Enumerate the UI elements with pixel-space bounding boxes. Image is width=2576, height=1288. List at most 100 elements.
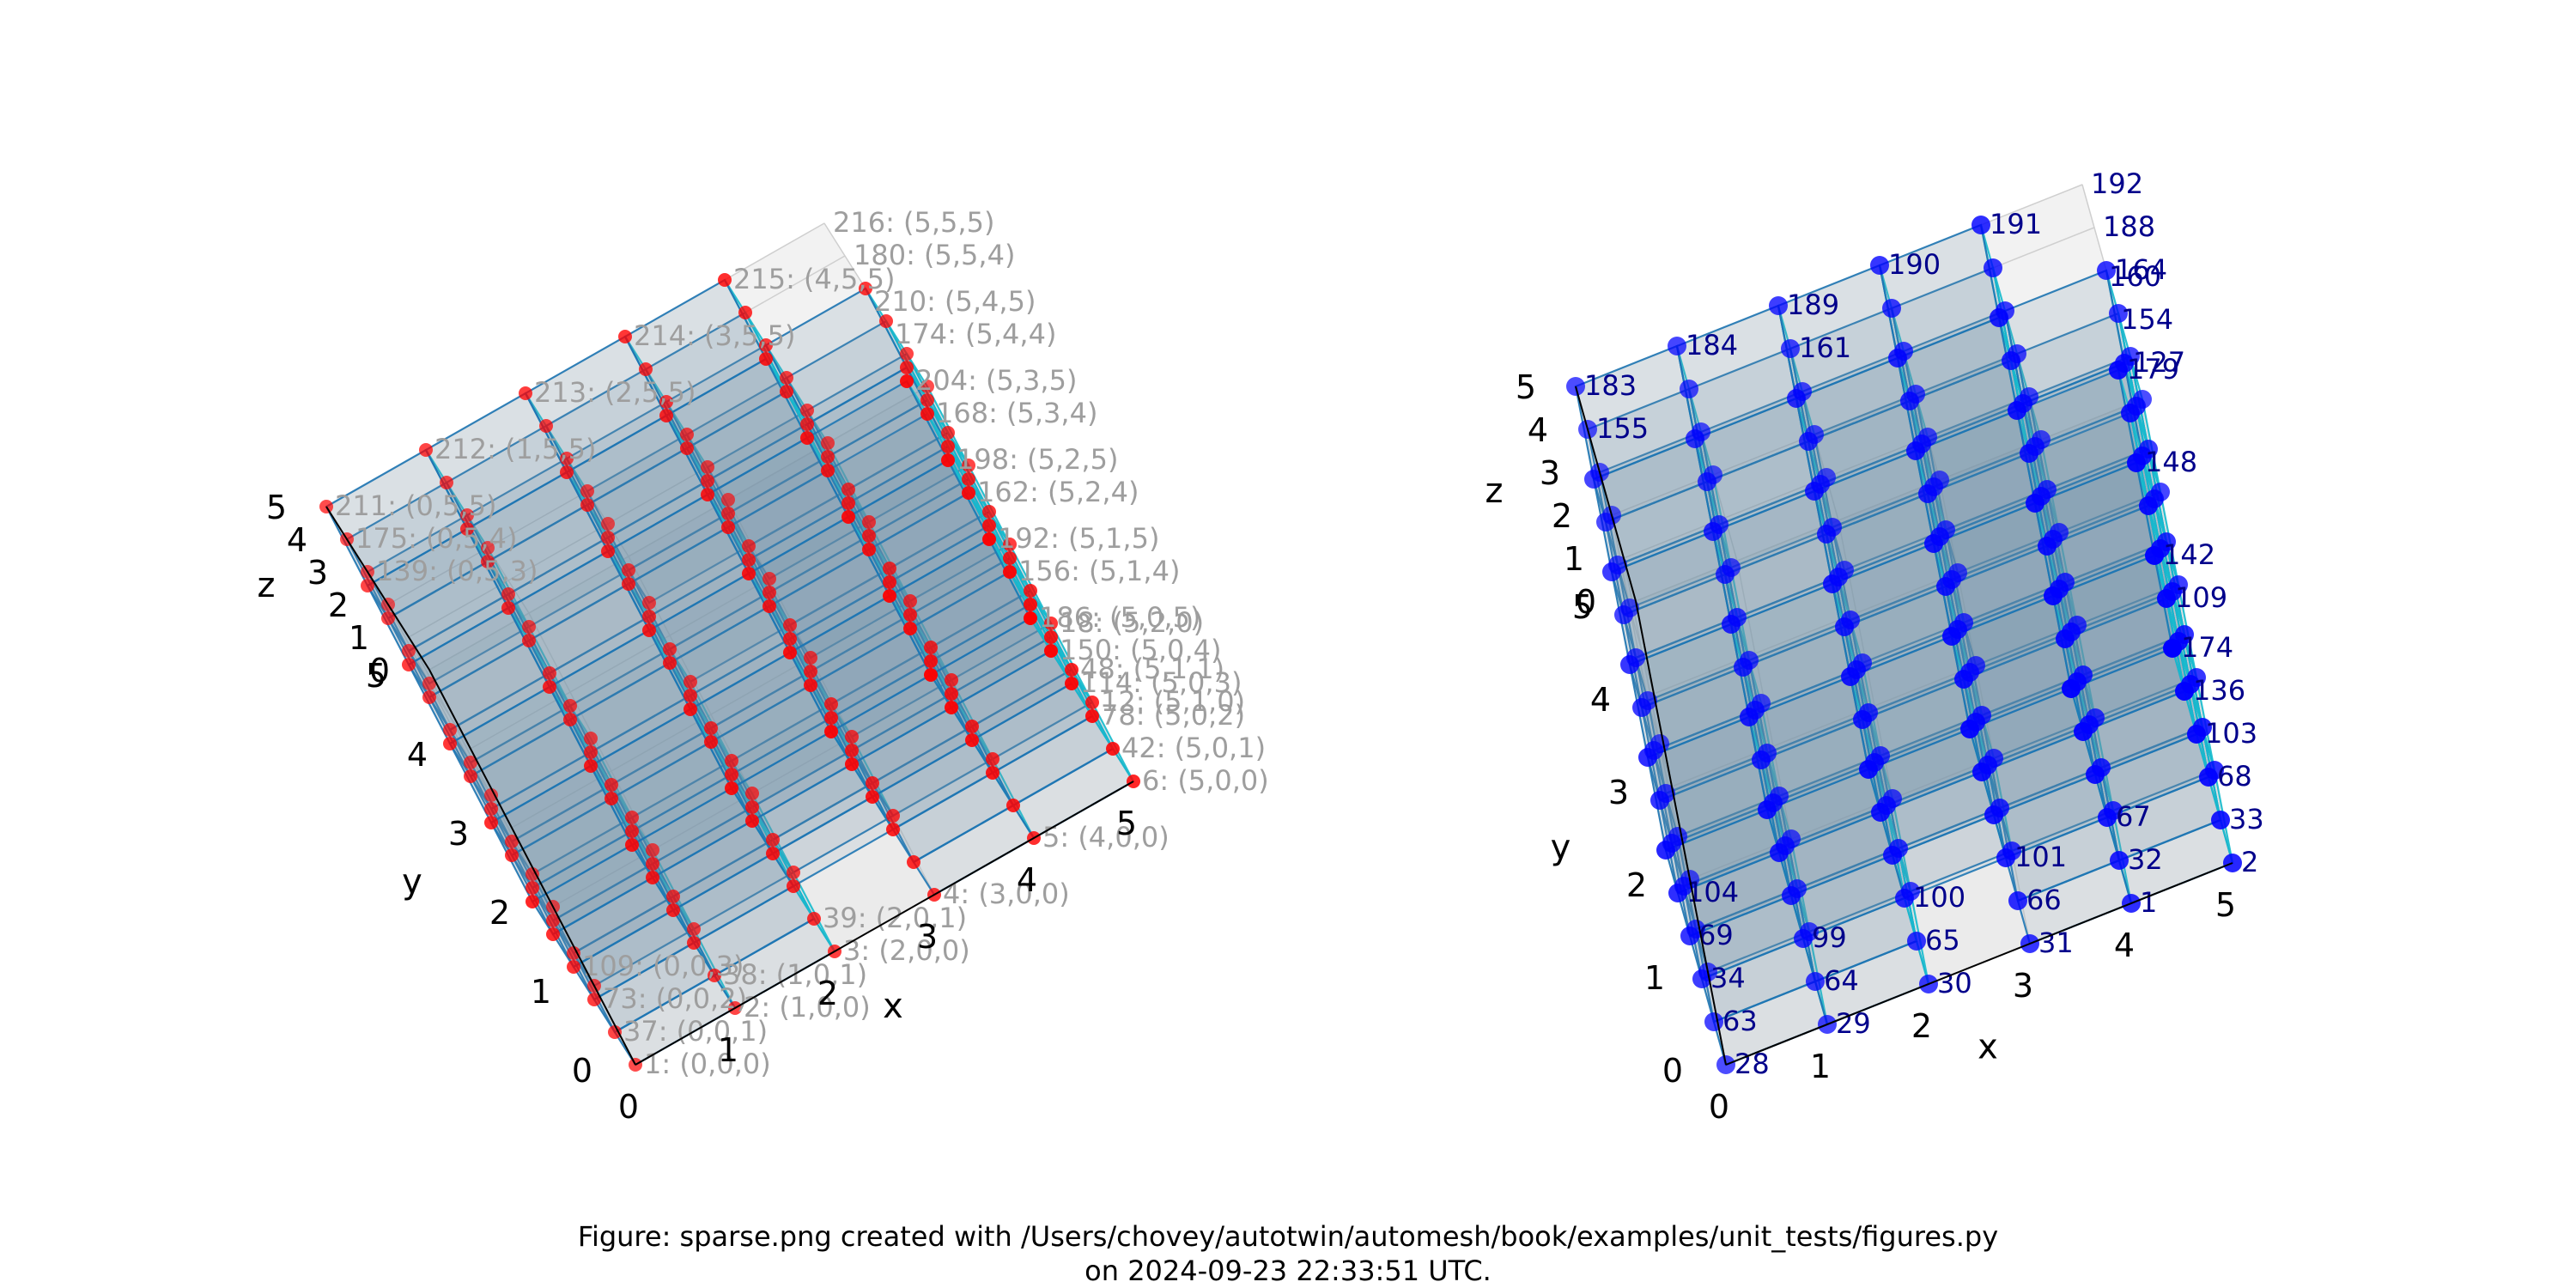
node-point (841, 510, 855, 524)
node-label: 136 (2193, 674, 2245, 707)
y-tick-label: 4 (407, 736, 428, 774)
node-label: 186: (5,0,5) (1039, 601, 1200, 634)
figure-caption-line-2: on 2024-09-23 22:33:51 UTC. (1084, 1255, 1492, 1287)
node-point (804, 678, 817, 692)
node-label: 127 (2133, 346, 2185, 379)
node-label: 213: (2,5,5) (534, 376, 696, 409)
node-point (2175, 625, 2194, 644)
node-point (924, 668, 938, 682)
node-point (800, 417, 814, 431)
node-label: 204: (5,3,5) (915, 364, 1077, 397)
node-point (567, 960, 580, 974)
node-point (1620, 598, 1639, 617)
node-point (1984, 749, 2003, 768)
node-point (783, 632, 797, 646)
node-label: 162: (5,2,4) (977, 476, 1139, 508)
x-tick-label: 3 (917, 918, 938, 956)
node-label: 65 (1925, 924, 1960, 957)
node-point (800, 404, 814, 417)
node-point (2121, 347, 2140, 366)
node-point (965, 733, 979, 747)
x-tick-label: 4 (1017, 861, 1037, 899)
y-tick-label: 1 (1644, 959, 1665, 997)
z-tick-label: 1 (1564, 540, 1584, 578)
node-point (622, 563, 635, 577)
node-point (721, 493, 735, 507)
node-label: 192 (2091, 167, 2143, 200)
x-tick-label: 1 (718, 1031, 738, 1069)
node-label: 73: (0,0,2) (603, 982, 747, 1015)
node-point (584, 745, 598, 759)
node-point (601, 544, 615, 558)
node-point (1930, 471, 1949, 489)
node-point (481, 541, 495, 555)
node-point (2109, 304, 2128, 323)
node-label: 198: (5,2,5) (957, 443, 1118, 476)
node-point (1936, 520, 1955, 539)
node-point (1984, 258, 2002, 277)
node-point (639, 362, 653, 376)
node-point (1044, 617, 1058, 630)
node-point (1907, 932, 1926, 951)
node-label: 190 (1888, 248, 1941, 281)
node-point (1680, 380, 1698, 398)
node-point (1769, 296, 1788, 315)
z-tick-label: 1 (349, 619, 369, 657)
node-label: 99 (1812, 921, 1847, 954)
node-point (766, 833, 780, 847)
node-label: 139: (0,5,3) (376, 555, 538, 587)
y-axis-label: y (402, 862, 422, 902)
node-point (1003, 538, 1017, 551)
node-point (2038, 480, 2057, 499)
node-point (725, 768, 738, 781)
node-label: 33 (2229, 803, 2264, 835)
node-point (2008, 344, 2026, 363)
node-point (807, 912, 821, 926)
node-label: 4: (3,0,0) (943, 878, 1070, 910)
node-point (618, 330, 632, 343)
node-point (1758, 744, 1777, 762)
node-point (646, 857, 659, 871)
node-point (762, 599, 776, 613)
node-point (1024, 598, 1037, 611)
node-point (1835, 561, 1854, 580)
node-label: 210: (5,4,5) (874, 285, 1036, 318)
node-point (1859, 703, 1878, 722)
node-label: 154 (2121, 303, 2173, 336)
node-point (605, 792, 618, 805)
node-point (2092, 758, 2111, 777)
node-point (1044, 644, 1058, 658)
node-point (804, 665, 817, 678)
node-point (982, 532, 996, 546)
node-point (539, 419, 553, 433)
node-label: 103 (2205, 717, 2257, 750)
y-tick-label: 3 (448, 815, 469, 853)
node-point (920, 380, 934, 393)
node-point (601, 531, 615, 544)
node-point (2097, 261, 2116, 280)
node-point (883, 562, 896, 575)
node-point (1882, 299, 1901, 318)
node-label: 156: (5,1,4) (1018, 555, 1180, 587)
node-label: 32 (2128, 843, 2163, 876)
node-label: 142 (2163, 538, 2215, 571)
node-point (2068, 616, 2087, 635)
x-tick-label: 0 (618, 1088, 639, 1126)
node-label: 148 (2145, 446, 2197, 478)
node-point (704, 735, 718, 749)
node-point (2020, 387, 2038, 406)
node-label: 188 (2103, 210, 2155, 243)
node-point (464, 756, 477, 769)
y-tick-label: 2 (1626, 866, 1647, 904)
z-tick-label: 3 (1540, 454, 1560, 492)
node-point (1656, 784, 1675, 803)
x-axis-label: x (1978, 1028, 1998, 1067)
node-point (2205, 761, 2224, 780)
node-point (1692, 422, 1710, 441)
node-point (680, 428, 694, 441)
node-point (1668, 337, 1686, 355)
node-point (1722, 558, 1741, 577)
node-point (941, 453, 955, 467)
node-point (683, 689, 697, 702)
node-point (1954, 613, 1973, 632)
